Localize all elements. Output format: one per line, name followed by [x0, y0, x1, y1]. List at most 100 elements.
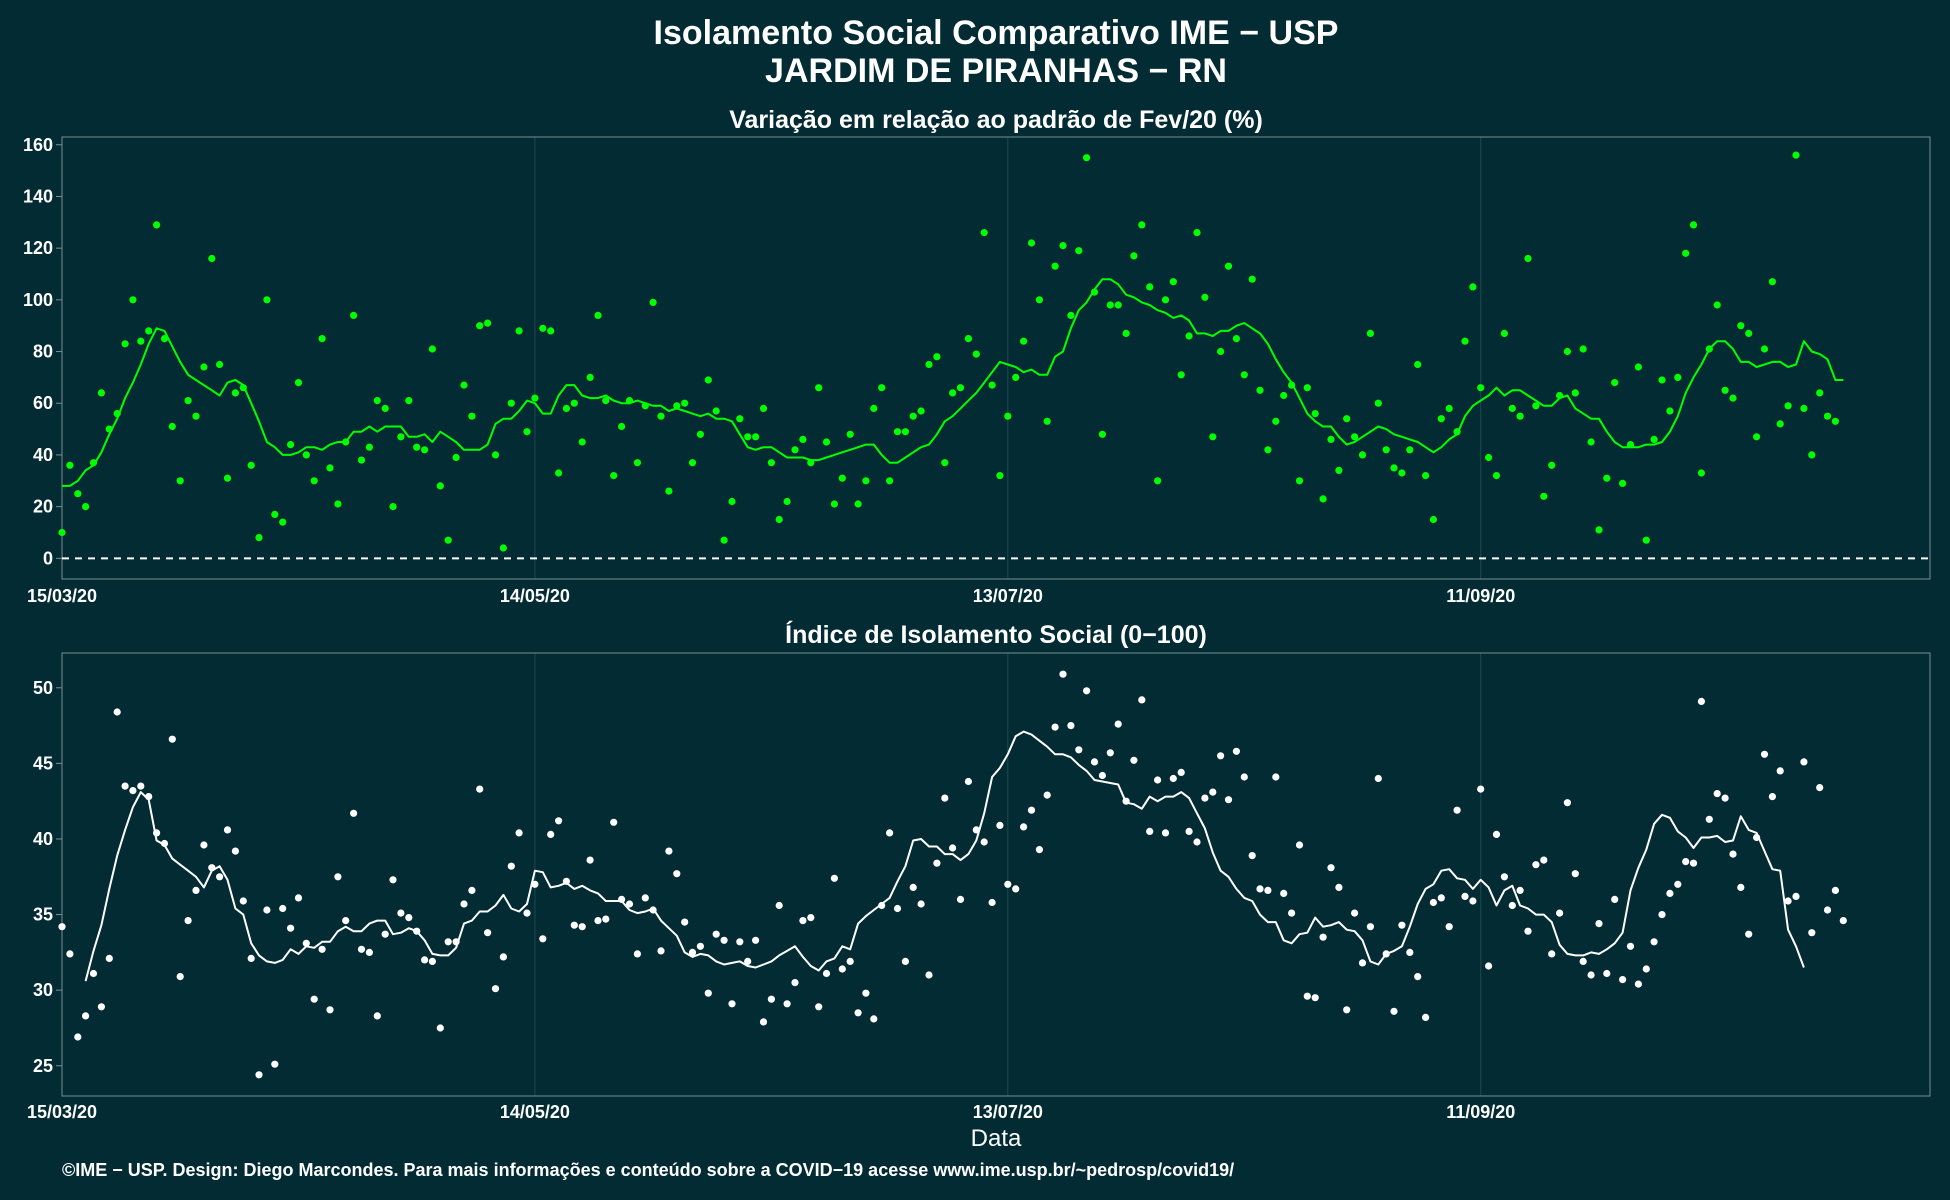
y-tick-label: 40	[33, 829, 53, 849]
data-point	[1571, 389, 1579, 397]
data-point	[397, 909, 405, 917]
data-point	[909, 883, 917, 892]
data-point	[160, 839, 169, 848]
data-point	[413, 443, 421, 451]
data-point	[988, 898, 996, 907]
data-point	[783, 497, 791, 506]
data-point	[736, 415, 744, 423]
data-point	[1335, 466, 1343, 474]
panel-border	[61, 136, 1931, 580]
data-point	[342, 917, 350, 925]
y-tick-label: 40	[33, 445, 53, 465]
data-point	[200, 841, 208, 849]
data-point	[1556, 909, 1564, 917]
data-point	[1753, 433, 1761, 441]
data-point	[744, 433, 752, 441]
data-point	[830, 500, 839, 508]
data-point	[1603, 969, 1611, 978]
data-point	[1492, 472, 1501, 480]
data-point	[326, 1006, 334, 1014]
data-point	[389, 503, 397, 511]
data-point	[89, 969, 98, 978]
data-point	[1295, 477, 1304, 485]
data-point	[1595, 526, 1603, 534]
data-point	[1516, 412, 1524, 420]
data-point	[1406, 446, 1414, 454]
data-point	[153, 221, 161, 229]
x-tick-label: 11/09/20	[1446, 586, 1515, 606]
data-point	[641, 894, 649, 902]
data-point	[192, 886, 200, 895]
data-point	[696, 430, 705, 438]
data-point	[610, 818, 618, 826]
data-point	[1469, 897, 1477, 905]
data-point	[436, 1024, 444, 1032]
data-point	[1201, 794, 1209, 802]
data-point	[1098, 430, 1106, 438]
data-point	[1232, 747, 1240, 755]
data-point	[822, 438, 831, 446]
data-point	[334, 500, 342, 508]
data-point	[1043, 791, 1051, 799]
data-point	[917, 407, 925, 415]
data-point	[870, 404, 878, 412]
panel-variation: 15/03/20 14/05/20 13/07/20 11/09/20 0 20 40 60 8…	[23, 135, 1931, 606]
data-point	[1745, 930, 1753, 938]
data-point	[452, 453, 460, 462]
data-point	[145, 327, 153, 335]
data-point	[1713, 301, 1721, 309]
data-point	[712, 407, 720, 415]
data-point	[1161, 296, 1170, 304]
data-point	[633, 459, 642, 467]
data-point	[1784, 402, 1792, 410]
data-point	[1209, 433, 1217, 441]
data-point	[397, 433, 405, 441]
data-point	[1264, 886, 1272, 895]
data-point	[287, 924, 295, 932]
data-point	[137, 782, 145, 790]
data-point	[539, 935, 547, 943]
data-point	[74, 1033, 82, 1041]
data-point	[97, 389, 105, 397]
data-point	[1737, 322, 1745, 330]
data-point	[901, 957, 910, 966]
data-point	[1603, 474, 1611, 482]
data-point	[82, 503, 90, 511]
data-point	[405, 914, 413, 922]
data-point	[1098, 771, 1106, 780]
data-point	[216, 873, 224, 881]
data-point	[365, 443, 373, 451]
data-point	[1477, 785, 1485, 793]
data-point	[129, 296, 137, 304]
data-point	[1658, 911, 1666, 919]
data-point	[1729, 394, 1737, 402]
data-point	[1303, 384, 1311, 392]
data-point	[1319, 495, 1327, 503]
data-point	[1004, 412, 1012, 420]
data-point	[1193, 229, 1201, 237]
data-point	[1674, 880, 1682, 888]
data-point	[1272, 417, 1280, 425]
data-point	[484, 319, 492, 327]
data-point	[862, 989, 870, 997]
data-point	[113, 708, 121, 716]
data-point	[428, 345, 436, 353]
data-point	[1051, 262, 1059, 270]
data-point	[1217, 347, 1225, 356]
y-tick-label: 140	[23, 186, 53, 206]
y-tick-label: 25	[33, 1056, 53, 1076]
data-point	[468, 412, 476, 420]
data-point	[1351, 433, 1359, 441]
data-point	[1051, 723, 1059, 731]
data-point	[1043, 417, 1051, 425]
data-point	[1516, 886, 1524, 895]
data-point	[168, 422, 176, 431]
data-point	[350, 809, 358, 817]
data-point	[1240, 773, 1248, 781]
data-point	[1366, 329, 1374, 337]
y-tick-label: 160	[23, 135, 53, 155]
data-point	[1808, 929, 1816, 937]
data-point	[980, 838, 988, 846]
data-point	[1548, 950, 1556, 958]
data-point	[523, 909, 531, 917]
